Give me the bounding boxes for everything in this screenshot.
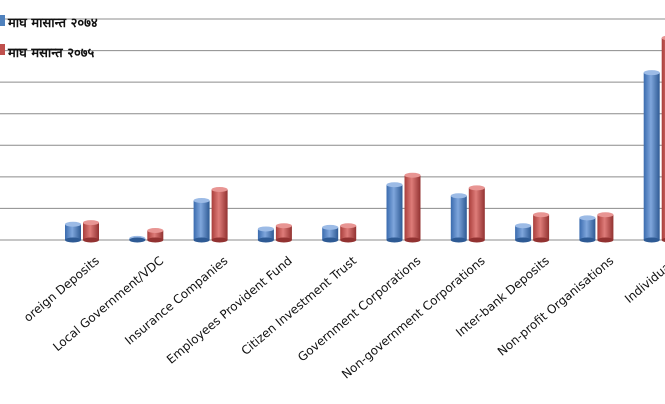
bar-cap-series-1 [515,223,532,229]
x-tick-label: Local Government/VDC [50,254,166,354]
bar-base-series-1 [193,237,210,243]
legend-swatch-series-2 [0,44,5,55]
bar-base-series-2 [83,237,99,243]
legend: माघ मासान्त २०७४ माघ मसान्त २०७५ [0,15,98,61]
bar-series-2 [147,230,164,240]
x-tick-label: Employees Provident Fund [164,254,295,367]
bar-cap-series-1 [643,70,660,76]
bar-cap-series-2 [83,220,99,226]
bar-series-1 [579,217,596,240]
legend-swatch-series-1 [0,15,5,26]
bar-cap-series-2 [597,212,614,218]
bar-series-1 [193,200,210,240]
x-tick-label: Insurance Companies [122,254,230,348]
bar-base-series-2 [275,237,292,243]
bar-series-1 [65,224,81,240]
bar-cap-series-2 [404,172,421,178]
bar-base-series-2 [597,237,614,243]
bar-cap-series-1 [257,226,274,232]
bar-cap-series-1 [386,182,403,188]
x-tick-label: Government Corporations [295,254,423,365]
legend-label-series-2: माघ मसान्त २०७५ [7,46,94,61]
bar-series-1 [257,228,274,240]
bar-series-2 [533,214,550,240]
bar-series-2 [597,214,614,240]
bar-base-series-2 [533,237,550,243]
bar-base-series-2 [468,237,485,243]
bar-base-series-1 [515,237,532,243]
bar-cap-series-2 [340,223,357,229]
bar-cap-series-1 [322,224,339,230]
bar-base-series-1 [322,237,339,243]
bar-series-2 [404,175,421,240]
bar-series-2 [468,187,485,240]
bar-cap-series-1 [193,198,210,204]
bar-series-2 [340,225,357,240]
bar-base-series-2 [147,237,164,243]
bar-base-series-1 [643,237,660,243]
bar-base-series-2 [340,237,357,243]
bar-base-series-1 [386,237,403,243]
bar-base-series-2 [661,237,665,243]
bar-base-series-1 [257,237,274,243]
x-tick-label: Non-profit Organisations [495,254,617,359]
bar-cap-series-2 [661,35,665,40]
bar-cap-series-1 [579,215,596,221]
bar-base-series-1 [129,237,146,243]
bar-base-series-1 [450,237,467,243]
bar-cap-series-1 [450,193,467,199]
bar-series-1 [322,227,339,240]
bar-series-1 [515,225,532,240]
bar-series-1 [450,195,467,240]
bar-cap-series-1 [65,221,81,227]
bar-base-series-1 [579,237,596,243]
bar-base-series-1 [65,237,81,243]
bar-series-2 [661,37,665,240]
bar-base-series-2 [404,237,421,243]
bar-base-series-2 [211,237,228,243]
bar-series-2 [275,225,292,240]
bar-cap-series-2 [147,228,164,234]
bar-series-2 [211,189,228,240]
gridlines [0,18,665,241]
bars [65,35,665,243]
bar-cap-series-2 [211,186,228,192]
bar-cap-series-2 [533,212,550,218]
bar-cap-series-2 [275,223,292,229]
x-tick-label: Individuals [622,254,665,306]
bar-cap-series-2 [468,185,485,191]
bar-series-1 [386,184,403,240]
x-tick-label: Citizen Investment Trust [239,253,360,358]
bar-series-1 [643,72,660,241]
legend-label-series-1: माघ मासान्त २०७४ [7,16,98,31]
bar-series-2 [83,222,99,240]
